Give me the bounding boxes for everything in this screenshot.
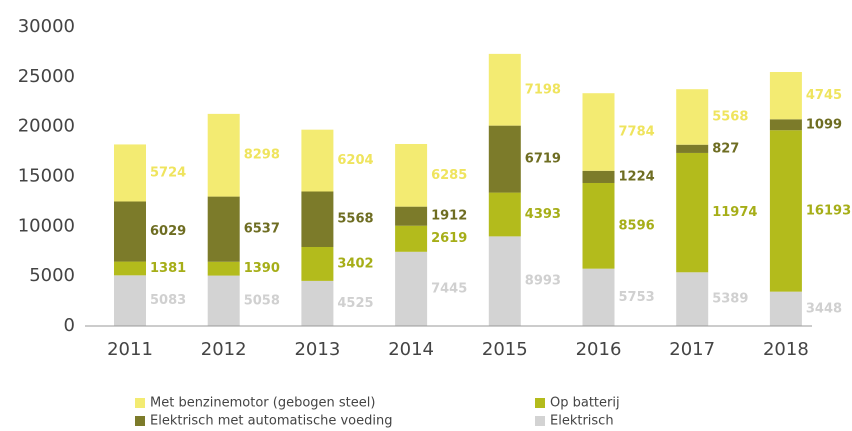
bar-segment bbox=[582, 93, 615, 171]
y-tick-label: 10000 bbox=[18, 215, 75, 236]
bar-segment bbox=[769, 291, 802, 326]
bar-segment bbox=[395, 206, 428, 226]
legend-swatch bbox=[535, 398, 545, 408]
value-label: 7445 bbox=[431, 281, 467, 296]
value-label: 6204 bbox=[337, 153, 373, 168]
y-tick-label: 15000 bbox=[18, 166, 75, 187]
bar-segment bbox=[207, 261, 240, 276]
value-label: 1224 bbox=[619, 169, 655, 184]
legend-label: Met benzinemotor (gebogen steel) bbox=[150, 396, 375, 411]
bar-segment bbox=[207, 113, 240, 197]
x-tick-label: 2018 bbox=[763, 339, 809, 360]
bar-segment bbox=[395, 251, 428, 326]
bar-segment bbox=[114, 275, 146, 326]
bar-segment bbox=[301, 280, 334, 326]
legend-label: Elektrisch met automatische voeding bbox=[150, 414, 392, 429]
value-label: 7198 bbox=[525, 82, 561, 97]
bar-segment bbox=[676, 152, 709, 273]
value-label: 4393 bbox=[525, 207, 561, 222]
x-tick-label: 2015 bbox=[482, 339, 528, 360]
bar-segment bbox=[488, 53, 521, 126]
value-label: 1390 bbox=[244, 261, 280, 276]
value-label: 4525 bbox=[337, 296, 373, 311]
bar-segment bbox=[769, 119, 802, 131]
x-tick-label: 2017 bbox=[669, 339, 715, 360]
bar-segment bbox=[676, 144, 709, 153]
bar-segment bbox=[769, 130, 802, 292]
value-label: 3402 bbox=[337, 256, 373, 271]
value-label: 11974 bbox=[712, 205, 757, 220]
value-label: 5753 bbox=[619, 290, 655, 305]
bar-segment bbox=[488, 125, 521, 193]
value-label: 3448 bbox=[806, 301, 842, 316]
value-label: 5058 bbox=[244, 293, 280, 308]
value-label: 5389 bbox=[712, 292, 748, 307]
x-tick-label: 2013 bbox=[294, 339, 340, 360]
legend-swatch bbox=[535, 416, 545, 426]
value-label: 5083 bbox=[150, 293, 186, 308]
value-label: 1912 bbox=[431, 209, 467, 224]
bar-segment bbox=[301, 129, 334, 192]
x-tick-label: 2011 bbox=[107, 339, 153, 360]
bar-segment bbox=[301, 246, 334, 281]
y-tick-label: 20000 bbox=[18, 116, 75, 137]
bar-segment bbox=[582, 170, 615, 183]
bar-segment bbox=[582, 268, 615, 326]
bar-segment bbox=[769, 71, 802, 120]
value-label: 8298 bbox=[244, 148, 280, 163]
bar-segment bbox=[488, 236, 521, 326]
value-label: 6537 bbox=[244, 222, 280, 237]
value-label: 2619 bbox=[431, 231, 467, 246]
bar-segment bbox=[676, 89, 709, 145]
value-label: 6719 bbox=[525, 152, 561, 167]
legend-label: Elektrisch bbox=[550, 414, 614, 429]
value-label: 6029 bbox=[150, 224, 186, 239]
x-tick-label: 2016 bbox=[576, 339, 622, 360]
bar-segment bbox=[582, 182, 615, 269]
value-label: 5568 bbox=[337, 212, 373, 227]
bar-segment bbox=[395, 225, 428, 252]
bar-segment bbox=[207, 275, 240, 326]
x-tick-label: 2012 bbox=[201, 339, 247, 360]
value-label: 8596 bbox=[619, 218, 655, 233]
bar-segment bbox=[395, 143, 428, 207]
y-tick-label: 5000 bbox=[29, 265, 75, 286]
legend-swatch bbox=[135, 398, 145, 408]
bar-segment bbox=[207, 196, 240, 262]
bar-segment bbox=[301, 191, 334, 247]
y-tick-label: 30000 bbox=[18, 16, 75, 37]
value-label: 4745 bbox=[806, 88, 842, 103]
value-label: 6285 bbox=[431, 168, 467, 183]
bar-segment bbox=[114, 144, 146, 202]
bar-segment bbox=[488, 192, 521, 237]
value-label: 16193 bbox=[806, 203, 851, 218]
value-label: 8993 bbox=[525, 274, 561, 289]
value-label: 1381 bbox=[150, 261, 186, 276]
y-tick-label: 0 bbox=[64, 315, 75, 336]
value-label: 827 bbox=[712, 141, 739, 156]
legend-swatch bbox=[135, 416, 145, 426]
value-label: 7784 bbox=[619, 124, 655, 139]
value-label: 1099 bbox=[806, 117, 842, 132]
value-label: 5568 bbox=[712, 109, 748, 124]
bar-segment bbox=[676, 272, 709, 326]
bar-segment bbox=[114, 261, 146, 276]
legend-label: Op batterij bbox=[550, 396, 620, 411]
y-tick-label: 25000 bbox=[18, 66, 75, 87]
x-tick-label: 2014 bbox=[388, 339, 434, 360]
value-label: 5724 bbox=[150, 165, 186, 180]
bar-segment bbox=[114, 201, 146, 262]
